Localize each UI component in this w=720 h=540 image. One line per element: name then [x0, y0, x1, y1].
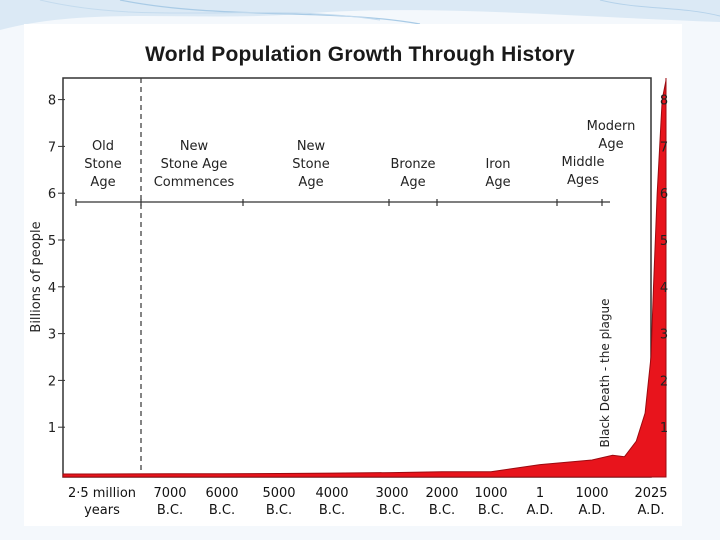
x-tick-label: 5000: [262, 486, 295, 501]
y-tick-label-right: 6: [660, 187, 668, 202]
x-tick-label: 2000: [425, 486, 458, 501]
y-tick-label-right: 7: [660, 140, 668, 155]
plot-frame: [62, 77, 652, 478]
x-tick-label: B.C.: [478, 503, 504, 518]
y-tick-label-right: 1: [660, 421, 668, 436]
era-label: Commences: [154, 175, 235, 190]
black-death-annotation: Black Death - the plague: [598, 299, 612, 448]
era-label: Age: [598, 137, 623, 152]
x-tick-label: B.C.: [429, 503, 455, 518]
y-tick-label-left: 3: [48, 328, 56, 343]
era-label: Bronze: [391, 157, 436, 172]
era-label: Old: [92, 139, 114, 154]
y-tick-label-right: 5: [660, 234, 668, 249]
era-label: Modern: [587, 119, 636, 134]
y-tick-label-left: 2: [48, 374, 56, 389]
y-tick-label-left: 5: [48, 234, 56, 249]
chart-figure: [24, 24, 682, 526]
y-tick-label-right: 8: [660, 94, 668, 109]
plot-area: 1 1 2 2 3 3 4 4 5 5 6 6 7 7 8 8 Billions of people Old Sto…: [29, 77, 668, 518]
y-tick-label-left: 1: [48, 421, 56, 436]
x-tick-label: 6000: [205, 486, 238, 501]
era-label: Age: [485, 175, 510, 190]
x-tick-label: years: [84, 503, 120, 518]
x-tick-label: 3000: [375, 486, 408, 501]
x-tick-label: 4000: [315, 486, 348, 501]
x-tick-label: B.C.: [319, 503, 345, 518]
era-label: New: [297, 139, 326, 154]
era-label: Age: [400, 175, 425, 190]
y-tick-label-right: 2: [660, 374, 668, 389]
x-tick-label: 1: [536, 486, 544, 501]
era-label: Age: [90, 175, 115, 190]
era-label: Iron: [485, 157, 510, 172]
y-tick-label-right: 4: [660, 281, 668, 296]
x-tick-label: B.C.: [157, 503, 183, 518]
x-tick-label: B.C.: [379, 503, 405, 518]
y-tick-label-left: 8: [48, 94, 56, 109]
chart-title: World Population Growth Through History: [145, 43, 575, 66]
x-tick-label: B.C.: [209, 503, 235, 518]
era-label: Stone: [84, 157, 122, 172]
era-label: New: [180, 139, 209, 154]
x-tick-label: A.D.: [527, 503, 554, 518]
x-tick-label: A.D.: [579, 503, 606, 518]
x-tick-label: 1000: [575, 486, 608, 501]
y-tick-label-right: 3: [660, 328, 668, 343]
x-tick-label: 1000: [474, 486, 507, 501]
population-area: [62, 77, 667, 478]
x-tick-label: 2·5 million: [68, 486, 136, 501]
era-label: Ages: [567, 173, 599, 188]
era-label: Middle: [562, 155, 605, 170]
y-tick-label-left: 4: [48, 281, 56, 296]
x-tick-label: 2025: [634, 486, 667, 501]
x-tick-label: B.C.: [266, 503, 292, 518]
y-tick-label-left: 6: [48, 187, 56, 202]
era-label: Stone Age: [161, 157, 228, 172]
x-tick-label: A.D.: [638, 503, 665, 518]
era-label: Age: [298, 175, 323, 190]
y-axis-label: Billions of people: [29, 221, 44, 332]
x-tick-label: 7000: [153, 486, 186, 501]
era-label: Stone: [292, 157, 330, 172]
y-tick-label-left: 7: [48, 140, 56, 155]
